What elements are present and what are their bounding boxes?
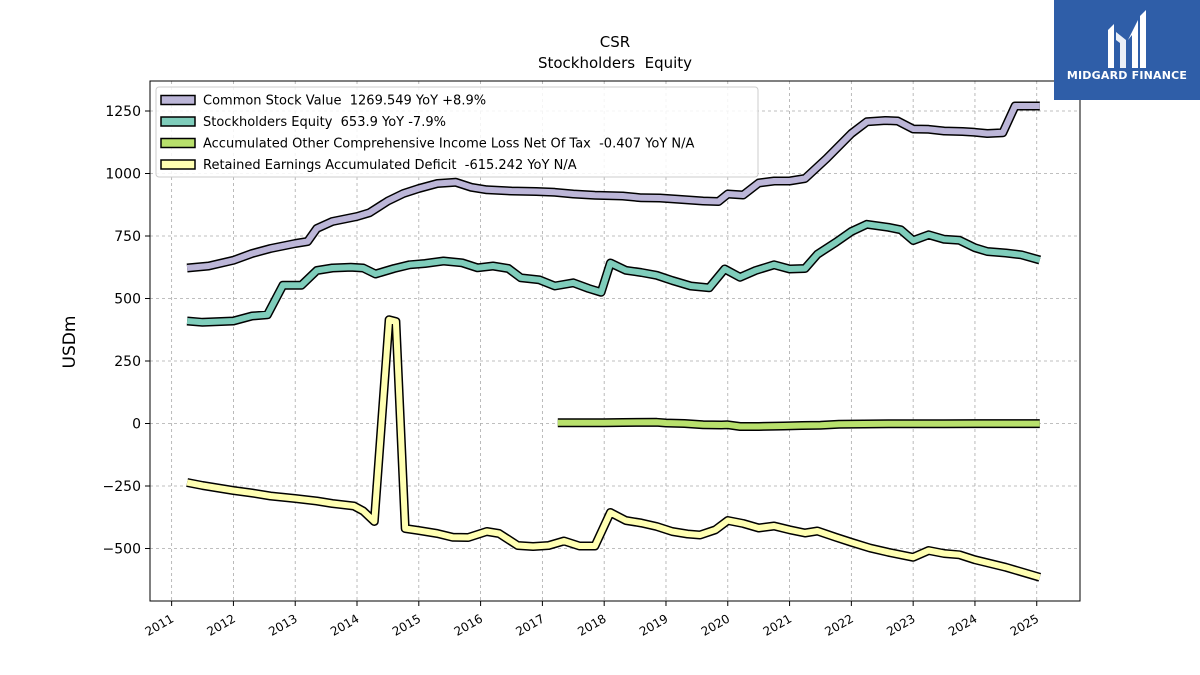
chart-subtitle: Stockholders Equity xyxy=(538,54,692,72)
brand-name: MIDGARD FINANCE xyxy=(1066,69,1188,82)
x-tick-label: 2016 xyxy=(452,611,485,638)
series-line-2 xyxy=(557,419,1040,430)
y-tick-label: 0 xyxy=(132,417,141,433)
x-tick-label: 2021 xyxy=(761,611,794,638)
x-tick-label: 2011 xyxy=(143,611,176,638)
x-tick-label: 2023 xyxy=(884,611,917,638)
y-tick-label: 500 xyxy=(114,292,141,308)
x-tick-label: 2020 xyxy=(699,611,732,638)
y-tick-label: 1250 xyxy=(105,104,141,120)
midgard-logo-icon xyxy=(1108,10,1146,68)
x-tick-label: 2018 xyxy=(575,611,608,638)
legend-label-1: Stockholders Equity 653.9 YoY -7.9% xyxy=(203,115,446,130)
legend: Common Stock Value 1269.549 YoY +8.9% Sto… xyxy=(155,86,759,178)
plot-area-frame xyxy=(149,80,1081,602)
x-tick-label: 2022 xyxy=(822,611,855,638)
y-tick-label: 1000 xyxy=(105,167,141,183)
legend-box xyxy=(155,86,759,178)
series-line-outline-3 xyxy=(186,315,1042,582)
legend-swatch-1 xyxy=(160,116,196,127)
series-lines xyxy=(186,101,1042,582)
x-tick-label: 2024 xyxy=(946,611,979,638)
legend-label-2: Accumulated Other Comprehensive Income L… xyxy=(203,137,694,152)
x-tick-label: 2019 xyxy=(637,611,670,638)
x-tick-label: 2013 xyxy=(266,611,299,638)
y-axis-label: USDm xyxy=(60,316,80,369)
series-line-0 xyxy=(186,103,1040,271)
legend-swatch-2 xyxy=(160,137,196,149)
y-tick-label: −500 xyxy=(103,542,141,558)
x-tick-label: 2012 xyxy=(204,611,237,638)
legend-label-0: Common Stock Value 1269.549 YoY +8.9% xyxy=(203,94,486,109)
legend-swatch-0 xyxy=(160,94,196,106)
legend-label-3: Retained Earnings Accumulated Deficit -6… xyxy=(203,158,577,173)
x-tick-label: 2025 xyxy=(1008,611,1041,638)
x-tick-label: 2015 xyxy=(390,611,423,638)
x-tick-label: 2014 xyxy=(328,611,361,638)
x-tick-label: 2017 xyxy=(513,611,546,638)
y-tick-label: −250 xyxy=(103,479,141,495)
y-tick-label: 250 xyxy=(114,354,141,370)
chart-title: CSR xyxy=(600,33,630,51)
series-line-3 xyxy=(186,316,1041,581)
legend-swatch-3 xyxy=(160,159,196,170)
y-tick-label: 750 xyxy=(114,229,141,245)
brand-logo: MIDGARD FINANCE xyxy=(1054,0,1200,100)
series-line-1 xyxy=(186,221,1041,326)
